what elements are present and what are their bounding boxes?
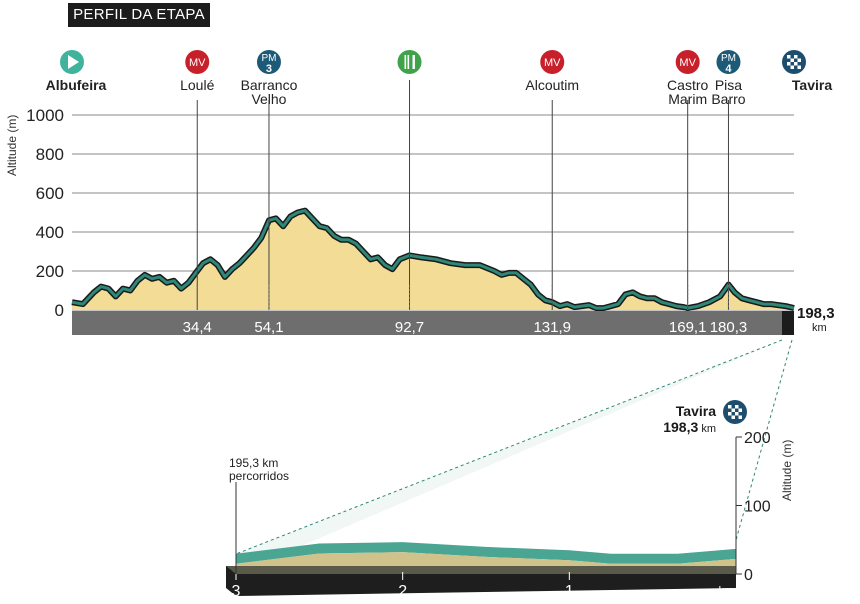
y-tick-label: 0 (55, 301, 64, 320)
y-tick-label: 200 (36, 262, 64, 281)
km-marker-label: 169,1 (669, 319, 707, 336)
checker-square (731, 415, 735, 419)
knife-icon (412, 55, 415, 69)
zoom-y-tick-label: 200 (744, 430, 771, 447)
feed-zone-icon-bg (397, 50, 422, 74)
finish-flag-icon (723, 400, 747, 424)
checker-square (787, 55, 791, 59)
climb-category-label: 3 (266, 63, 272, 75)
y-axis-title: Altitude (m) (5, 114, 19, 176)
climb-icon: PM4 (716, 50, 741, 75)
zoom-x-unit: km (719, 585, 734, 597)
zoom-profile-surface (236, 542, 736, 564)
y-tick-label: 800 (36, 145, 64, 164)
checker-square (728, 412, 732, 416)
y-tick-label: 600 (36, 184, 64, 203)
km-band (72, 311, 782, 335)
finish-flag-icon (782, 50, 806, 74)
km-band-end (782, 311, 794, 335)
checker-square (738, 408, 742, 412)
zoom-y-tick-label: 0 (744, 567, 753, 584)
climb-icon-label: PM (261, 53, 276, 64)
distance-covered-label: 195,3 km percorridos (229, 456, 290, 483)
checker-square (794, 62, 798, 66)
checker-square (797, 65, 801, 69)
zoom-finish-name: Tavira (675, 403, 716, 419)
km-marker-label: 54,1 (254, 319, 283, 336)
climb-icon-bg (716, 50, 741, 74)
checker-square (728, 405, 732, 409)
y-tick-label: 400 (36, 223, 64, 242)
checker-square (790, 65, 794, 69)
checker-square (790, 58, 794, 62)
zoom-finish-label: Tavira 198,3 km (640, 403, 716, 437)
climb-icon-label: PM (721, 53, 736, 64)
km-marker-label: 180,3 (710, 319, 748, 336)
checker-square (787, 62, 791, 66)
fork-icon (404, 55, 407, 69)
sprint-icon: MV (675, 50, 700, 74)
play-icon (68, 55, 79, 69)
climb-icon-bg (256, 50, 281, 74)
sprint-icon: MV (540, 50, 565, 74)
zoom-connector-line (735, 339, 793, 541)
place-label: Barranco Velho (240, 77, 298, 107)
sprint-icon-bg (540, 50, 565, 74)
feed-zone-icon (397, 50, 422, 74)
sprint-icon-label: MV (679, 57, 696, 69)
zoom-finish-km: 198,3 km (640, 419, 716, 437)
place-label: Tavira (791, 77, 833, 93)
zoom-x-tick-label: 1 (565, 583, 574, 600)
start-icon (60, 50, 84, 74)
sprint-icon-label: MV (189, 57, 206, 69)
end-km-unit: km (812, 322, 827, 334)
fork-icon (407, 55, 410, 69)
place-label: Alcoutim (525, 77, 580, 93)
zoom-band-top (226, 566, 736, 574)
zoom-x-tick-label: 2 (398, 583, 407, 600)
place-label: Pisa Barro (711, 77, 746, 107)
zoom-connector-line (235, 339, 783, 555)
km-marker-label: 131,9 (533, 319, 571, 336)
checker-square (731, 408, 735, 412)
climb-category-label: 4 (725, 63, 732, 75)
page-title: PERFIL DA ETAPA (68, 3, 210, 27)
profile-line (71, 209, 795, 310)
zoom-connector-area (236, 340, 782, 574)
checker-square (738, 415, 742, 419)
zoom-finish-km-value: 198,3 (663, 419, 699, 435)
sprint-icon-bg (675, 50, 700, 74)
sprint-icon: MV (185, 50, 210, 74)
checker-square (794, 55, 798, 59)
km-marker-label: 34,4 (183, 319, 212, 336)
place-label: Castro Marim (667, 77, 709, 107)
sprint-icon-label: MV (544, 57, 561, 69)
place-label: Loulé (180, 77, 215, 93)
zoom-x-tick-label: 3 (232, 583, 241, 600)
place-label: Albufeira (45, 77, 107, 93)
km-marker-label: 92,7 (395, 319, 424, 336)
y-tick-label: 1000 (26, 106, 64, 125)
zoom-finish-km-unit: km (698, 423, 716, 435)
end-km-label: 198,3 (797, 305, 835, 322)
checker-square (797, 58, 801, 62)
zoom-y-tick-label: 100 (744, 499, 771, 516)
zoom-y-axis-title: Altitude (m) (780, 439, 794, 501)
checker-square (735, 412, 739, 416)
climb-icon: PM3 (256, 50, 281, 75)
checker-square (735, 405, 739, 409)
sprint-icon-bg (185, 50, 210, 74)
